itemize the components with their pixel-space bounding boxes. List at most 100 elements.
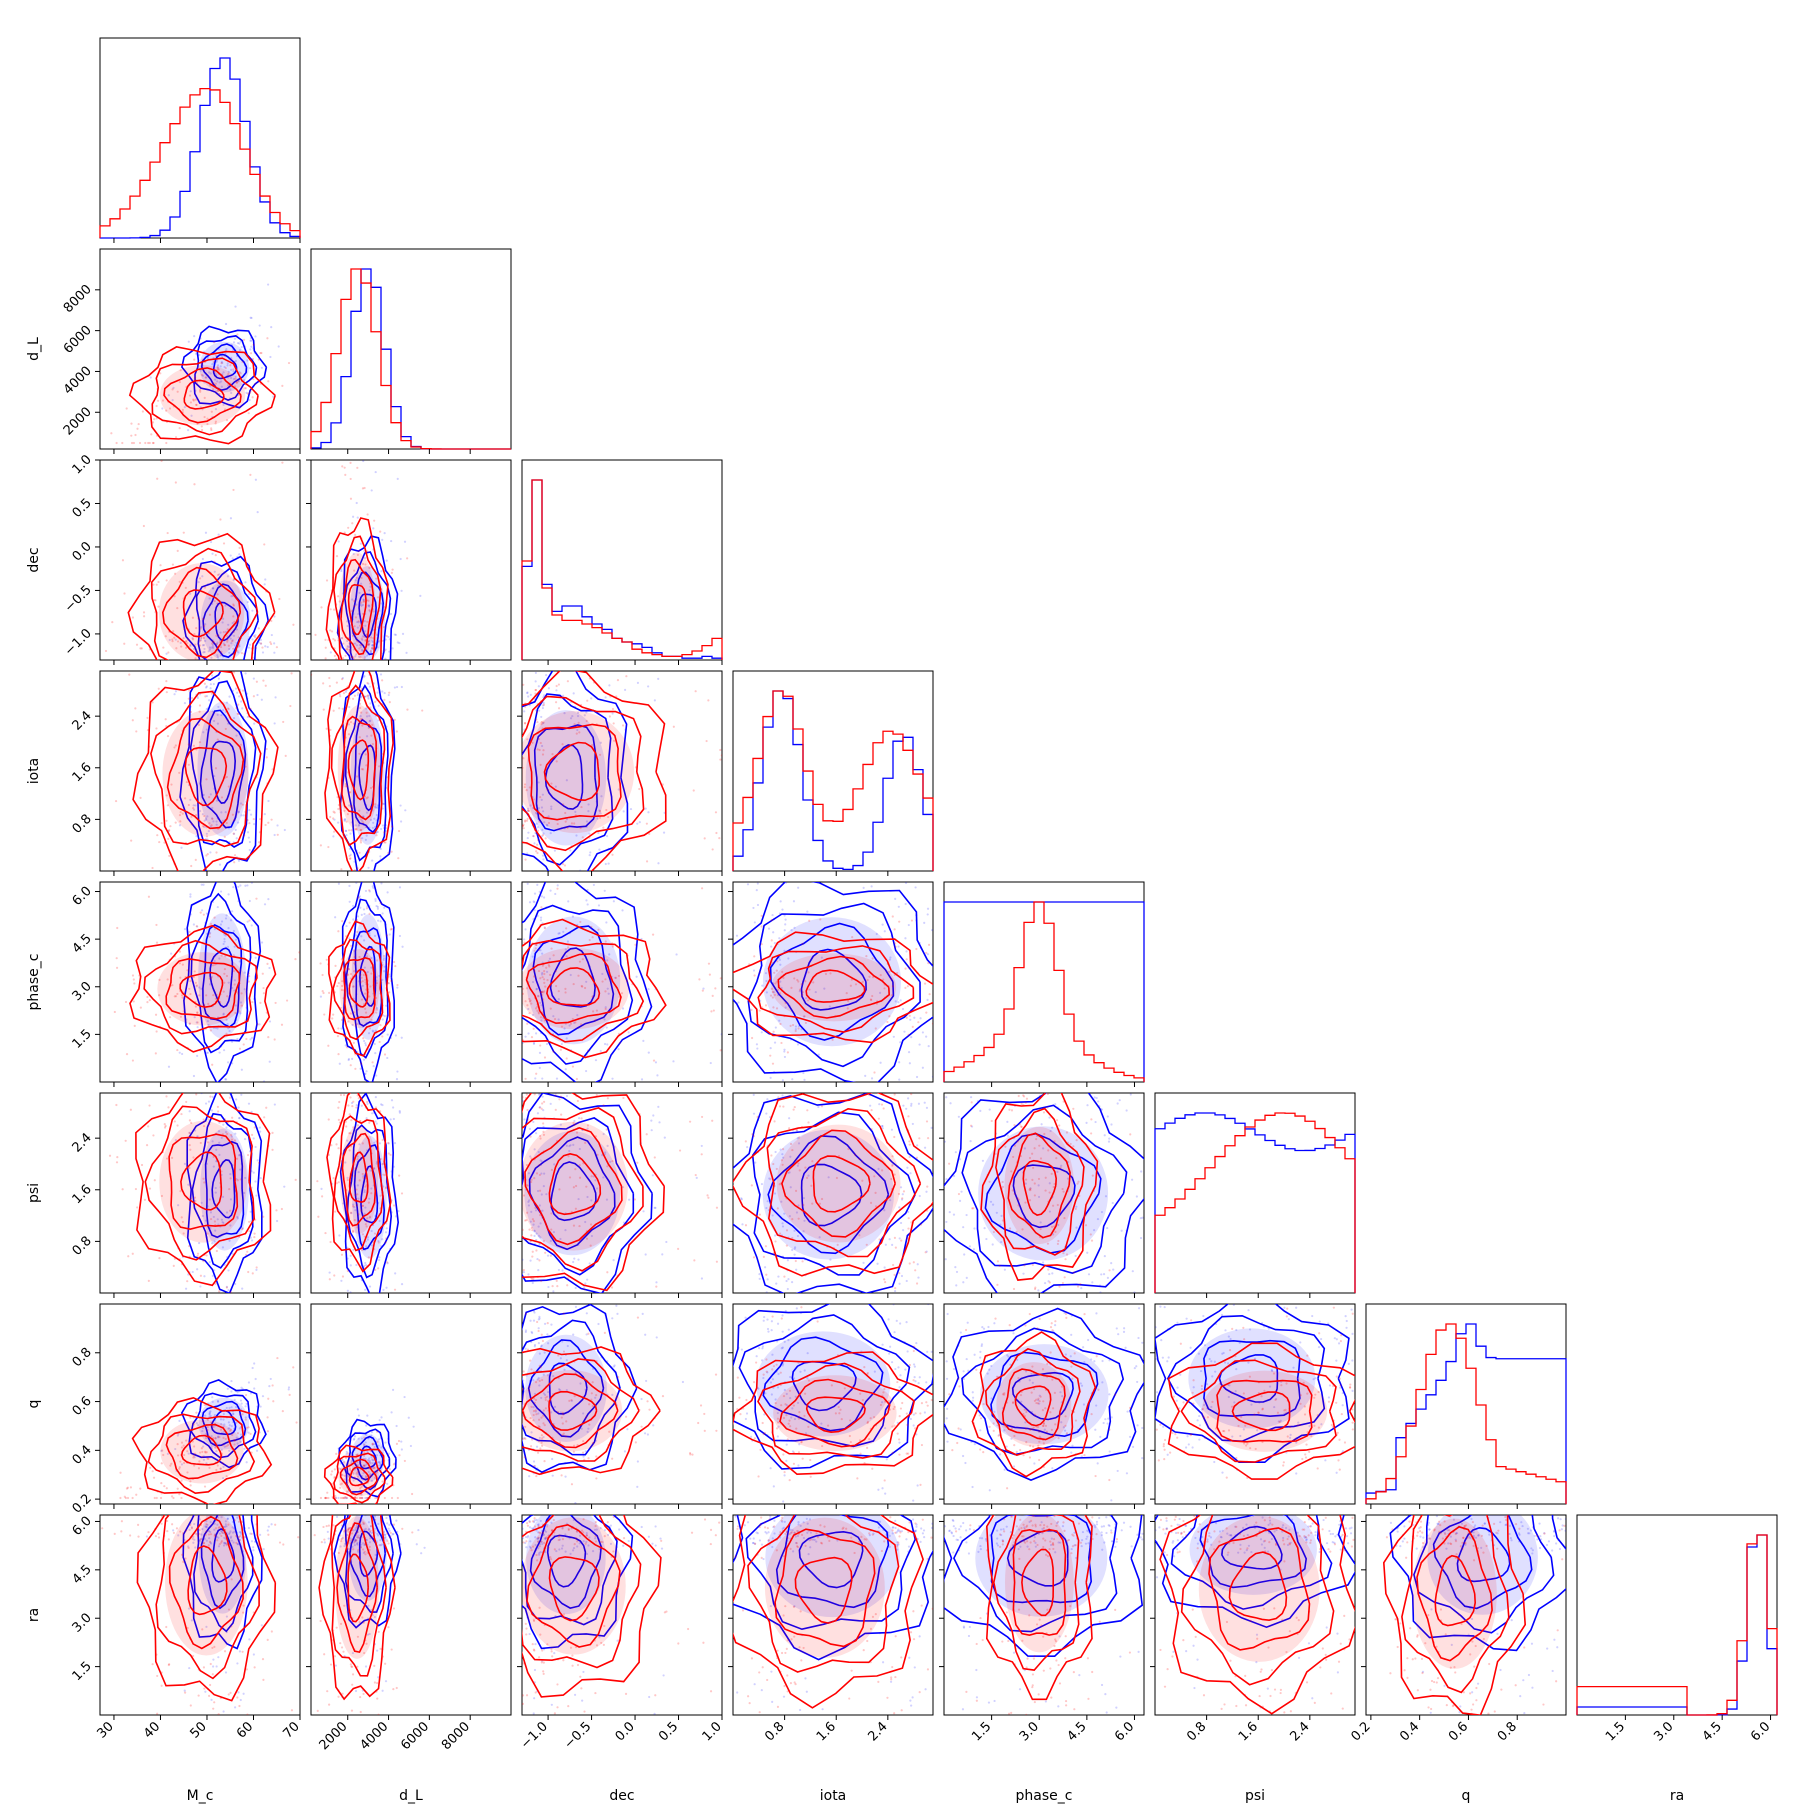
- sample-point-red: [612, 722, 615, 725]
- contour-blue-4: [522, 882, 653, 1082]
- sample-point-red: [356, 553, 359, 556]
- sample-point-red: [753, 955, 756, 958]
- sample-point-blue: [259, 1177, 262, 1180]
- sample-point-blue: [360, 604, 363, 607]
- density-fill-red: [522, 947, 629, 1030]
- sample-point-red: [911, 1025, 914, 1028]
- panel-M_c-vs-psi: 0.81.62.4: [70, 1092, 301, 1298]
- sample-point-blue: [565, 1144, 568, 1147]
- sample-point-blue: [255, 1194, 258, 1197]
- sample-point-blue: [529, 1259, 532, 1262]
- sample-point-red: [233, 620, 236, 623]
- sample-point-blue: [377, 719, 380, 722]
- sample-point-red: [710, 1010, 713, 1013]
- sample-point-red: [383, 1053, 387, 1056]
- contour-red-1: [546, 967, 601, 1007]
- sample-point-red: [575, 1077, 578, 1081]
- sample-point-blue: [375, 813, 378, 817]
- sample-point-red: [851, 1024, 854, 1028]
- sample-point-blue: [900, 1274, 904, 1278]
- sample-point-red: [970, 1101, 973, 1104]
- panel-M_c-vs-phase_c-frame: [99, 881, 301, 1083]
- sample-point-blue: [774, 1234, 777, 1237]
- sample-point-blue: [187, 1452, 190, 1455]
- sample-point-blue: [917, 1276, 920, 1279]
- sample-point-red: [231, 1116, 234, 1119]
- sample-point-red: [203, 415, 206, 419]
- sample-point-red: [241, 1228, 244, 1231]
- sample-point-blue: [945, 1096, 948, 1099]
- sample-point-blue: [263, 583, 266, 586]
- sample-point-blue: [752, 969, 756, 972]
- sample-point-blue: [215, 359, 219, 362]
- sample-point-blue: [243, 1191, 246, 1195]
- sample-point-blue: [197, 581, 200, 584]
- sample-point-red: [244, 387, 247, 390]
- sample-point-red: [241, 1413, 244, 1416]
- sample-point-blue: [370, 1187, 373, 1190]
- hist-line-iota-red: [732, 690, 934, 871]
- sample-point-red: [189, 1416, 192, 1419]
- sample-point-blue: [357, 1171, 360, 1174]
- sample-point-red: [555, 760, 558, 763]
- sample-point-blue: [1095, 1096, 1098, 1100]
- sample-point-blue: [814, 990, 817, 994]
- sample-point-red: [360, 976, 363, 979]
- sample-point-blue: [231, 1040, 234, 1043]
- sample-point-red: [523, 783, 527, 786]
- sample-point-red: [229, 1291, 232, 1293]
- sample-point-blue: [233, 644, 236, 647]
- sample-point-red: [362, 1176, 365, 1179]
- sample-point-red: [383, 626, 386, 629]
- sample-point-blue: [355, 882, 358, 884]
- sample-point-red: [322, 991, 325, 995]
- sample-point-blue: [361, 837, 364, 840]
- sample-point-blue: [527, 695, 530, 698]
- sample-point-red: [390, 979, 393, 982]
- panel-M_c-vs-phase_c-content: [113, 882, 300, 1082]
- sample-point-blue: [914, 886, 917, 889]
- sample-point-blue: [807, 1174, 810, 1177]
- sample-point-blue: [378, 1461, 381, 1464]
- sample-point-blue: [893, 1289, 897, 1293]
- sample-point-red: [189, 1197, 193, 1200]
- sample-point-red: [361, 1142, 364, 1145]
- panel-d_L-vs-psi-frame: [310, 1092, 512, 1294]
- sample-point-blue: [541, 793, 544, 796]
- sample-point-blue: [547, 815, 550, 818]
- sample-point-red: [154, 1052, 157, 1055]
- sample-point-red: [198, 639, 202, 642]
- sample-point-blue: [238, 1116, 241, 1120]
- sample-point-blue: [1133, 1291, 1136, 1293]
- sample-point-blue: [367, 1458, 370, 1462]
- sample-point-blue: [604, 1006, 607, 1009]
- sample-point-blue: [566, 940, 570, 943]
- sample-point-red: [542, 998, 545, 1001]
- sample-point-blue: [881, 1124, 884, 1128]
- sample-point-red: [368, 608, 371, 612]
- sample-point-red: [241, 689, 245, 692]
- sample-point-blue: [373, 1167, 376, 1170]
- sample-point-red: [906, 985, 909, 988]
- sample-point-red: [249, 390, 252, 393]
- sample-point-blue: [255, 658, 258, 660]
- panel-iota-vs-psi-content: [733, 1093, 933, 1293]
- contour-red-3: [330, 684, 386, 847]
- sample-point-blue: [782, 1156, 785, 1159]
- sample-point-red: [247, 412, 250, 415]
- sample-point-red: [356, 466, 359, 469]
- contour-blue-3: [522, 904, 634, 1065]
- sample-point-blue: [374, 898, 377, 901]
- sample-point-red: [155, 583, 158, 586]
- sample-point-blue: [367, 694, 370, 697]
- sample-point-blue: [925, 1106, 929, 1109]
- sample-point-red: [216, 573, 220, 577]
- sample-point-blue: [576, 711, 580, 714]
- sample-point-blue: [263, 903, 267, 906]
- sample-point-blue: [658, 1121, 661, 1124]
- sample-point-blue: [368, 720, 371, 723]
- sample-point-blue: [346, 1176, 349, 1179]
- sample-point-blue: [541, 1209, 544, 1212]
- panel-dec-vs-phase_c-frame: [521, 881, 723, 1083]
- sample-point-blue: [376, 806, 379, 809]
